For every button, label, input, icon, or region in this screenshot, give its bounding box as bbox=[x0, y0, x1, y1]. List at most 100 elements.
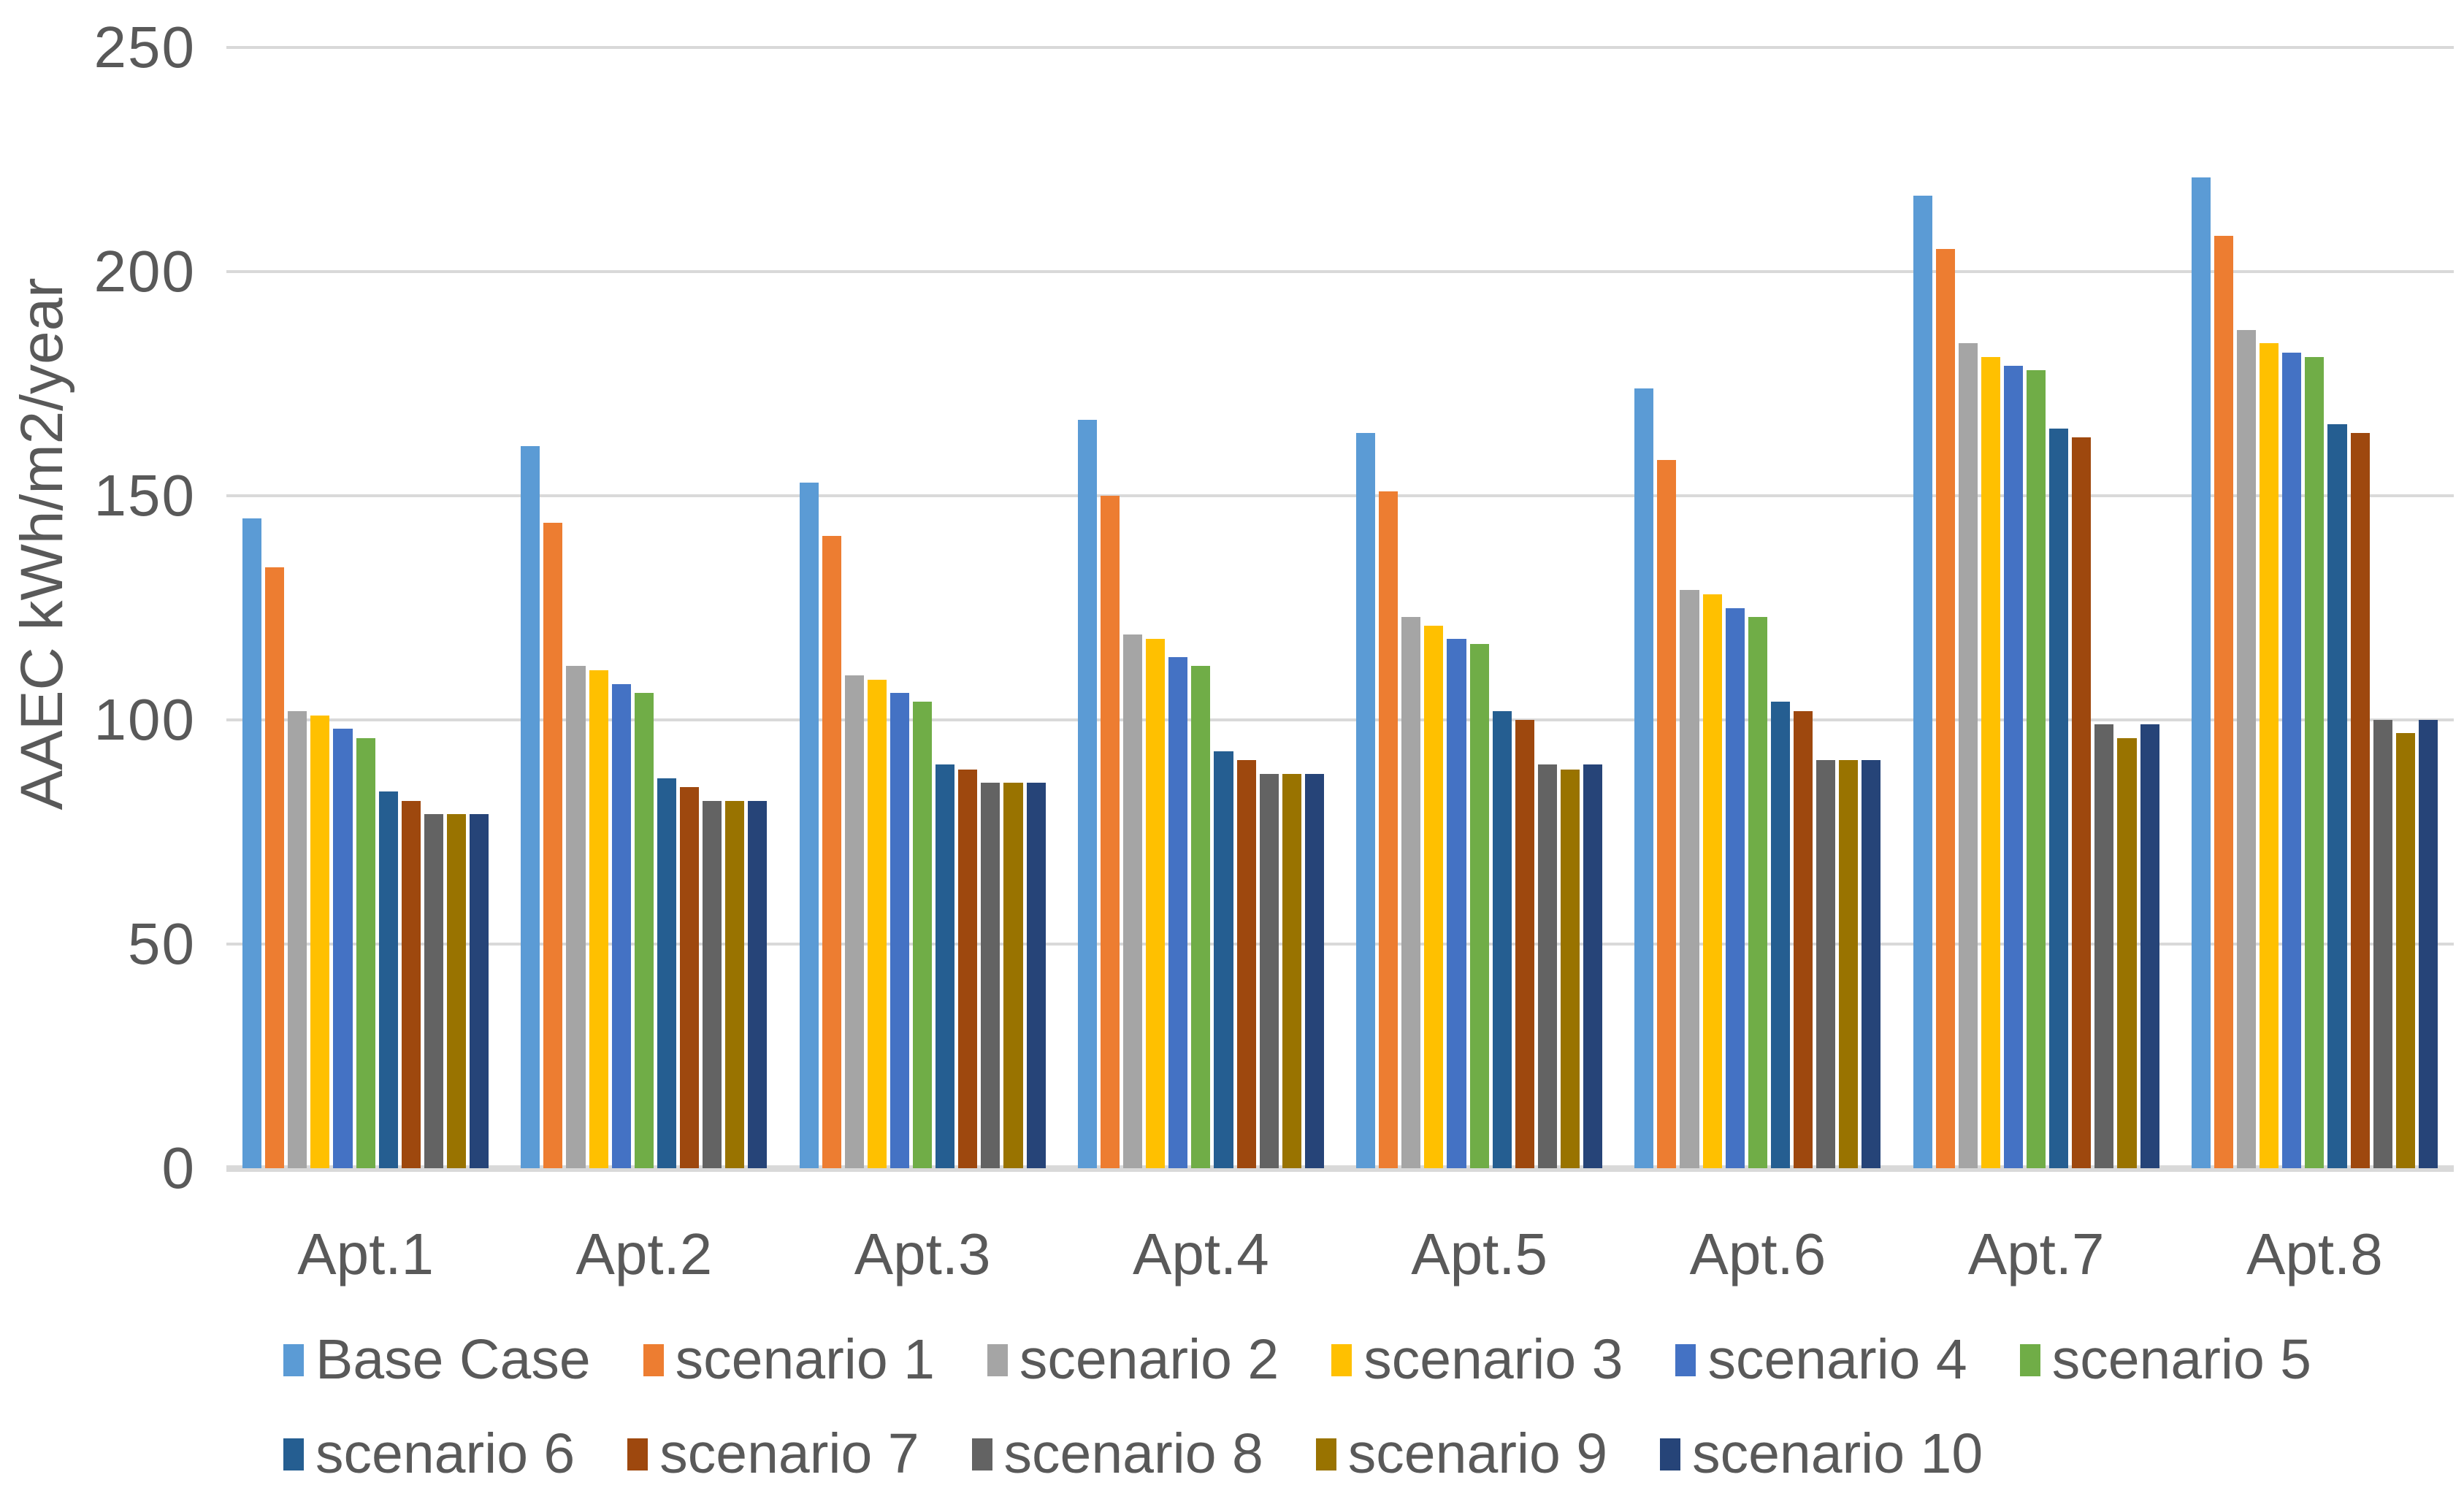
bar bbox=[2003, 365, 2024, 1168]
bar bbox=[589, 670, 608, 1168]
legend-label: scenario 8 bbox=[1003, 1422, 1263, 1485]
bar bbox=[1492, 710, 1512, 1168]
bar bbox=[1748, 616, 1767, 1168]
bar bbox=[1515, 720, 1534, 1168]
legend-label: scenario 4 bbox=[1707, 1328, 1967, 1391]
bar bbox=[1702, 594, 1722, 1168]
bar bbox=[1191, 666, 1211, 1168]
legend-item-base-case: Base Case bbox=[283, 1327, 591, 1392]
bar bbox=[1100, 496, 1120, 1168]
bar bbox=[242, 518, 262, 1168]
legend-color-swatch bbox=[971, 1438, 992, 1470]
bar bbox=[1214, 751, 1233, 1168]
bar bbox=[446, 813, 467, 1168]
gridline bbox=[226, 943, 2454, 946]
x-axis-line bbox=[226, 1165, 2454, 1172]
bar-group-apt8 bbox=[2176, 47, 2454, 1168]
bar bbox=[680, 787, 700, 1168]
bar bbox=[1304, 773, 1324, 1168]
bar bbox=[2282, 352, 2302, 1168]
bar bbox=[1424, 626, 1444, 1168]
legend-item-scenario-4: scenario 4 bbox=[1675, 1327, 1967, 1392]
x-axis-label: Apt.8 bbox=[2246, 1222, 2383, 1286]
legend-color-swatch bbox=[1331, 1343, 1352, 1376]
bar bbox=[1725, 607, 1745, 1168]
bar bbox=[2373, 720, 2392, 1168]
legend-label: scenario 3 bbox=[1363, 1328, 1623, 1391]
bar bbox=[844, 675, 864, 1168]
legend-row: Base Case scenario 1 scenario 2 scenario 3 s… bbox=[283, 1327, 2435, 1392]
bar bbox=[889, 693, 910, 1168]
y-tick-label: 150 bbox=[93, 463, 196, 528]
bar bbox=[356, 737, 375, 1168]
x-axis-label: Apt.5 bbox=[1411, 1222, 1548, 1286]
bar-group-apt2 bbox=[505, 47, 783, 1168]
x-axis-label: Apt.4 bbox=[1132, 1222, 1269, 1286]
legend-label: Base Case bbox=[315, 1328, 591, 1391]
legend: Base Case scenario 1 scenario 2 scenario 3 s… bbox=[283, 1327, 2435, 1487]
bar bbox=[401, 800, 421, 1168]
bar bbox=[1634, 388, 1654, 1168]
bar bbox=[703, 800, 722, 1168]
bar bbox=[288, 710, 307, 1168]
legend-item-scenario-9: scenario 9 bbox=[1315, 1422, 1607, 1487]
bar bbox=[2049, 428, 2069, 1168]
bar bbox=[1583, 764, 1603, 1168]
bar-group-apt6 bbox=[1618, 47, 1897, 1168]
bar bbox=[521, 446, 540, 1168]
bar bbox=[1282, 773, 1301, 1168]
legend-color-swatch bbox=[1315, 1438, 1336, 1470]
legend-item-scenario-8: scenario 8 bbox=[971, 1422, 1263, 1487]
bar bbox=[2191, 177, 2211, 1168]
y-axis-tick-labels: 0 50 100 150 200 250 bbox=[0, 15, 196, 1200]
bar bbox=[2260, 343, 2279, 1168]
bar bbox=[1794, 710, 1813, 1168]
bar bbox=[936, 764, 955, 1168]
bar bbox=[958, 769, 978, 1168]
bar bbox=[2327, 423, 2347, 1168]
bar bbox=[657, 778, 677, 1168]
bar bbox=[310, 715, 330, 1168]
bar bbox=[1560, 769, 1580, 1168]
legend-color-swatch bbox=[2019, 1343, 2040, 1376]
bar bbox=[470, 813, 489, 1168]
bar bbox=[1469, 643, 1489, 1168]
bar bbox=[1770, 702, 1791, 1168]
bar bbox=[611, 683, 631, 1168]
bar bbox=[1447, 639, 1466, 1168]
legend-label: scenario 5 bbox=[2051, 1328, 2311, 1391]
gridline bbox=[226, 270, 2454, 273]
y-tick-label: 200 bbox=[93, 239, 196, 304]
legend-color-swatch bbox=[1675, 1343, 1696, 1376]
bar bbox=[799, 482, 819, 1168]
bar bbox=[1379, 491, 1399, 1168]
bar-group-apt7 bbox=[1897, 47, 2176, 1168]
bar-group-apt4 bbox=[1062, 47, 1340, 1168]
legend-color-swatch bbox=[627, 1438, 648, 1470]
legend-item-scenario-5: scenario 5 bbox=[2019, 1327, 2311, 1392]
y-tick-label: 0 bbox=[161, 1135, 196, 1200]
bar bbox=[1003, 782, 1023, 1168]
gridline bbox=[226, 494, 2454, 497]
bar bbox=[2418, 720, 2438, 1168]
bar bbox=[333, 729, 353, 1168]
bar bbox=[1026, 782, 1046, 1168]
bar bbox=[1935, 249, 1955, 1168]
bar bbox=[1862, 760, 1881, 1168]
bar bbox=[1537, 764, 1557, 1168]
bar bbox=[1913, 195, 1932, 1168]
bar bbox=[2094, 724, 2114, 1168]
bar bbox=[2072, 437, 2092, 1168]
bar bbox=[1401, 616, 1421, 1168]
bar bbox=[1816, 760, 1836, 1168]
bar bbox=[1077, 419, 1097, 1168]
bar bbox=[725, 800, 745, 1168]
legend-label: scenario 2 bbox=[1019, 1328, 1279, 1391]
legend-item-scenario-10: scenario 10 bbox=[1660, 1422, 1983, 1487]
y-tick-label: 100 bbox=[93, 687, 196, 752]
bar bbox=[2395, 733, 2415, 1168]
bar bbox=[2214, 235, 2233, 1168]
legend-label: scenario 7 bbox=[659, 1422, 919, 1485]
bar bbox=[378, 791, 398, 1168]
legend-item-scenario-2: scenario 2 bbox=[987, 1327, 1279, 1392]
